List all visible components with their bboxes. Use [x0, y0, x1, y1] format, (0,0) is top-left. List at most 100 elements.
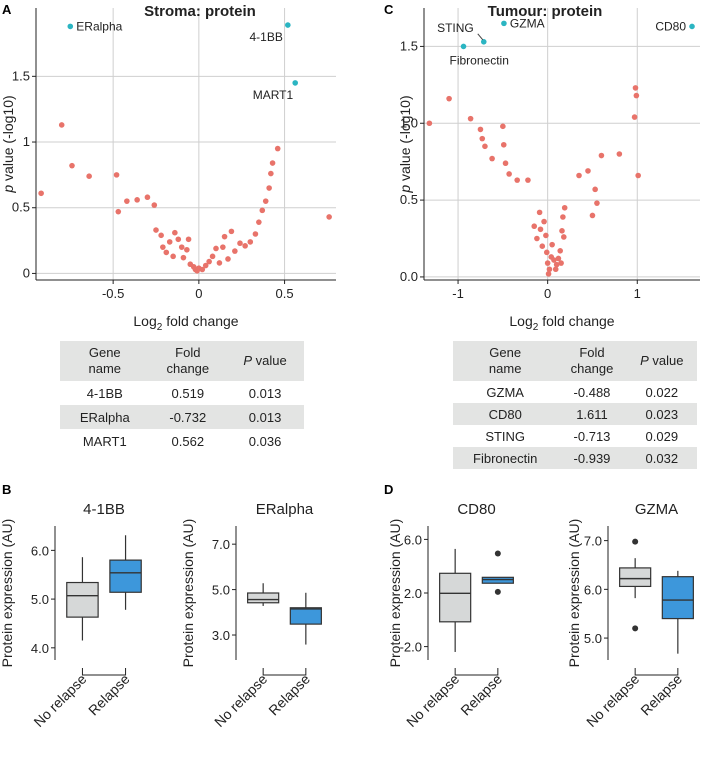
- fold-cell: -0.732: [149, 405, 227, 429]
- outlier-point: [494, 588, 501, 595]
- y-axis-label-italic: p: [397, 185, 413, 194]
- data-point: [166, 239, 173, 245]
- panel-letter-d: D: [384, 482, 393, 497]
- box: [661, 576, 694, 620]
- significant-point: [285, 22, 291, 28]
- gene-cell: CD80: [453, 403, 558, 425]
- y-tick-label: 0: [23, 265, 30, 280]
- data-point: [175, 236, 182, 243]
- box: [247, 592, 280, 604]
- panel-letter-b: B: [2, 482, 11, 497]
- fold-cell: -0.488: [573, 384, 611, 400]
- tumour-results-table: Gene name Fold change P value GZMA -0.488 …: [453, 341, 697, 469]
- data-point: [549, 241, 555, 248]
- data-point: [221, 233, 228, 240]
- gene-cell: 4-1BB: [86, 385, 123, 401]
- data-point: [228, 228, 235, 235]
- data-point: [632, 85, 639, 91]
- data-point: [551, 257, 557, 263]
- fold-change-header: Fold change: [557, 341, 627, 381]
- data-point: [500, 141, 507, 148]
- p-cell: 0.022: [645, 384, 679, 400]
- boxplot-4-1bb: 4-1BB 4.0 5.0 6.0 Protein expression (AU) No …: [0, 501, 142, 730]
- p-value-header: P value: [226, 341, 304, 381]
- x-axis-label-sub: 2: [533, 322, 539, 333]
- data-point: [268, 170, 274, 177]
- x-tick-label: 1: [634, 286, 641, 301]
- data-point: [199, 266, 206, 273]
- significant-point: [501, 20, 507, 27]
- data-point: [259, 207, 266, 214]
- table-row: 4-1BB 0.519 0.013: [60, 381, 304, 405]
- data-point: [216, 260, 223, 266]
- significant-point: [292, 80, 299, 86]
- data-point: [560, 234, 567, 240]
- data-point: [589, 212, 596, 219]
- fold-cell: -0.939: [557, 447, 627, 469]
- y-tick-label: 6.0: [31, 543, 49, 558]
- point-label: MART1: [253, 88, 294, 102]
- data-point: [38, 190, 44, 197]
- data-point: [242, 243, 248, 249]
- x-axis-label-main: Log: [133, 313, 156, 329]
- y-axis-label: Protein expression (AU): [180, 519, 196, 668]
- x-tick-label: -1: [452, 286, 464, 301]
- data-point: [633, 92, 640, 99]
- x-tick-label: 0: [544, 286, 551, 301]
- gene-name-header: Gene name: [60, 341, 150, 381]
- data-point: [213, 245, 219, 252]
- point-label: CD80: [655, 19, 686, 33]
- table-row: ERalpha -0.732 0.013: [60, 405, 304, 429]
- x-group-bracket: [81, 668, 127, 676]
- gene-cell: Fibronectin: [453, 447, 558, 469]
- data-point: [544, 260, 551, 266]
- data-point: [489, 155, 495, 162]
- data-point: [269, 160, 276, 166]
- point-label: ERalpha: [76, 19, 122, 33]
- data-point: [266, 185, 272, 191]
- y-axis-label: Protein expression (AU): [387, 519, 403, 668]
- data-point: [531, 223, 538, 230]
- fold-cell: 0.562: [171, 433, 205, 449]
- table-row: STING -0.713 0.029: [453, 425, 697, 447]
- y-tick-label: 5.0: [212, 583, 230, 598]
- data-point: [69, 162, 75, 169]
- data-point: [543, 232, 549, 239]
- data-point: [113, 172, 120, 178]
- y-tick-label: 6.0: [584, 582, 602, 597]
- x-category-label: No relapse: [583, 671, 642, 730]
- chart-title: ERalpha: [256, 501, 314, 518]
- data-point: [553, 261, 560, 268]
- y-tick-label: 1.5: [400, 38, 418, 53]
- data-point: [151, 202, 158, 208]
- data-point: [446, 95, 452, 102]
- fold-cell: -0.713: [573, 428, 611, 444]
- x-tick-label: 0: [195, 286, 202, 301]
- p-value-header: P value: [626, 341, 697, 381]
- data-point: [560, 214, 566, 220]
- y-tick-label: 7.0: [212, 537, 230, 552]
- fold-cell: 0.519: [171, 385, 205, 401]
- volcano-plot-stroma: -0.5 0 0.5 0 0.5 1 1.5 Stroma: protein Log2 fold…: [0, 3, 336, 333]
- data-point: [537, 226, 544, 233]
- point-label: STING: [437, 21, 474, 35]
- x-category-label: No relapse: [211, 671, 270, 730]
- x-axis-label: Log2 fold change: [133, 313, 238, 333]
- gene-cell: STING: [485, 428, 526, 444]
- point-label: Fibronectin: [450, 53, 509, 67]
- box: [439, 572, 472, 623]
- data-point: [543, 249, 550, 256]
- x-category-label: No relapse: [30, 671, 89, 730]
- data-point: [225, 256, 231, 262]
- y-tick-label: 3.0: [212, 628, 230, 643]
- data-point: [477, 126, 484, 133]
- chart-title: Tumour: protein: [488, 3, 603, 20]
- data-point: [185, 236, 192, 243]
- y-tick-label: 0.0: [400, 269, 418, 284]
- data-point: [506, 171, 512, 177]
- data-point: [552, 266, 559, 273]
- data-point: [202, 262, 209, 269]
- y-tick-label: 5.0: [31, 592, 49, 607]
